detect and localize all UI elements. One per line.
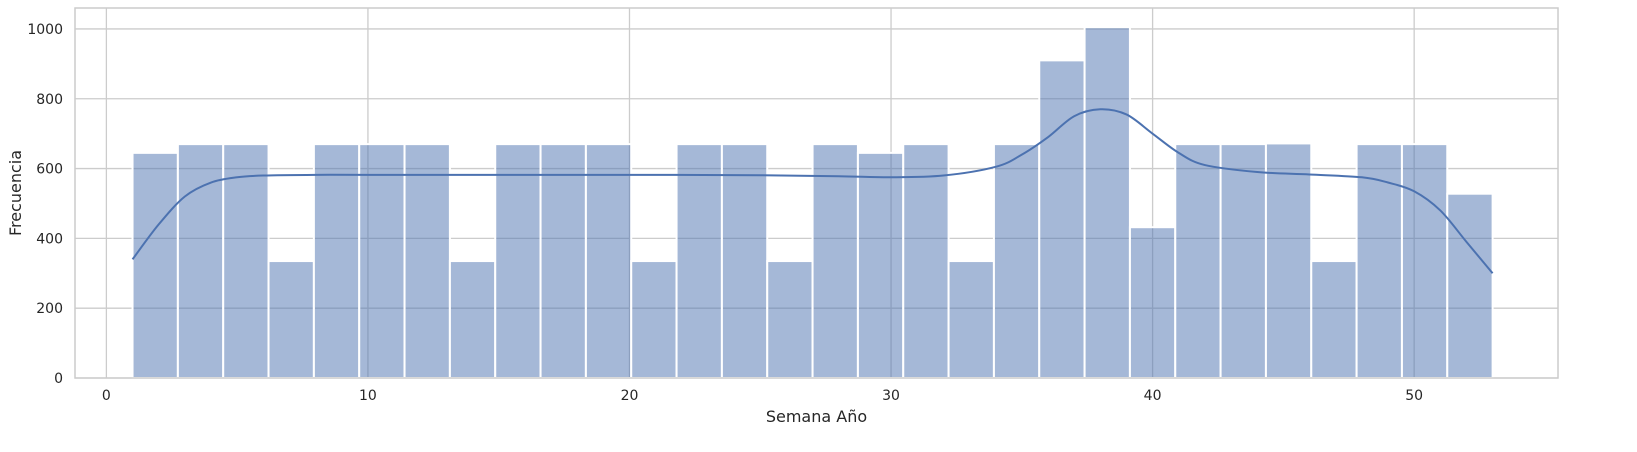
histogram-bar	[720, 143, 769, 379]
histogram-bar	[1083, 26, 1131, 379]
y-tick-label: 600	[36, 162, 63, 178]
y-tick-label: 800	[36, 92, 63, 108]
histogram-bar	[222, 143, 270, 379]
y-tick-labels: 0 200 400 600 800 1000	[27, 22, 63, 387]
histogram-bar	[267, 260, 315, 379]
x-tick-label: 0	[102, 388, 111, 404]
x-tick-label: 10	[359, 388, 377, 404]
histogram-bar	[1219, 143, 1267, 379]
histogram-bar	[630, 260, 678, 379]
histogram-bars	[131, 26, 1494, 379]
histogram-bar	[1400, 143, 1449, 379]
histogram-bar	[131, 151, 179, 379]
x-tick-label: 50	[1405, 388, 1423, 404]
histogram-bar	[358, 143, 406, 379]
y-tick-label: 1000	[27, 22, 63, 38]
histogram-bar	[1446, 192, 1494, 379]
y-tick-label: 0	[54, 371, 63, 387]
histogram-bar	[1128, 226, 1177, 379]
histogram-bar	[1355, 143, 1403, 379]
x-tick-label: 20	[621, 388, 639, 404]
histogram-bar	[584, 143, 633, 379]
x-axis-label: Semana Año	[766, 407, 867, 426]
histogram-bar	[403, 143, 451, 379]
histogram-bar	[811, 143, 859, 379]
plot-frame	[74, 7, 1559, 379]
histogram-bar	[494, 143, 542, 379]
y-tick-label: 200	[36, 301, 63, 317]
histogram-bar	[856, 151, 905, 379]
histogram-bar	[902, 143, 950, 379]
histogram-bar	[176, 143, 225, 379]
histogram-bar	[448, 260, 497, 379]
histogram-bar	[675, 143, 723, 379]
histogram-bar	[1174, 143, 1222, 379]
histogram-bar	[766, 260, 814, 379]
kde-line	[131, 108, 1494, 274]
histogram-bar	[1310, 260, 1358, 379]
x-tick-label: 30	[882, 388, 900, 404]
histogram-bar	[1264, 142, 1313, 379]
histogram-bar	[947, 260, 995, 379]
y-axis-label: Frecuencia	[6, 150, 25, 236]
histogram-bar	[1038, 59, 1086, 379]
histogram-bar	[312, 143, 361, 379]
histogram-bar	[539, 143, 587, 379]
histogram-bar	[992, 143, 1041, 379]
x-tick-labels: 0 10 20 30 40 50	[102, 388, 1423, 404]
x-tick-label: 40	[1144, 388, 1162, 404]
y-tick-label: 400	[36, 231, 63, 247]
